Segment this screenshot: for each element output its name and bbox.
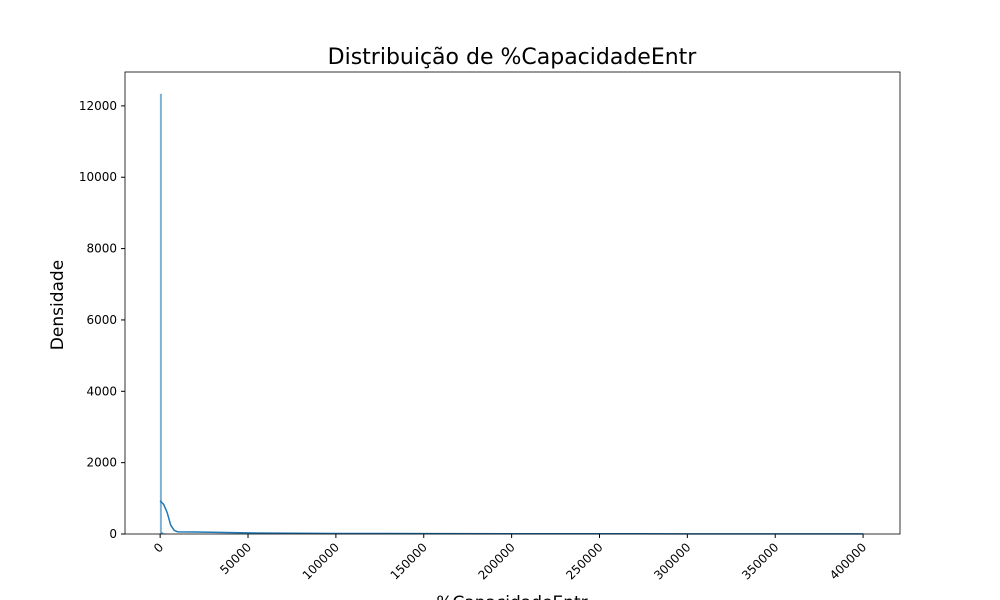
y-tick-label: 4000 — [86, 384, 117, 398]
chart-title: Distribuição de %CapacidadeEntr — [328, 45, 698, 70]
y-axis-label: Densidade — [48, 260, 68, 350]
y-tick-label: 12000 — [79, 99, 117, 113]
bar — [159, 93, 162, 535]
y-tick-label: 2000 — [86, 456, 117, 470]
y-tick-label: 10000 — [79, 170, 117, 184]
y-tick-label: 8000 — [86, 242, 117, 256]
x-axis-label: %CapacidadeEntr — [436, 593, 587, 600]
y-tick-label: 0 — [109, 527, 117, 541]
plot-frame — [124, 71, 901, 535]
y-tick-label: 6000 — [86, 313, 117, 327]
